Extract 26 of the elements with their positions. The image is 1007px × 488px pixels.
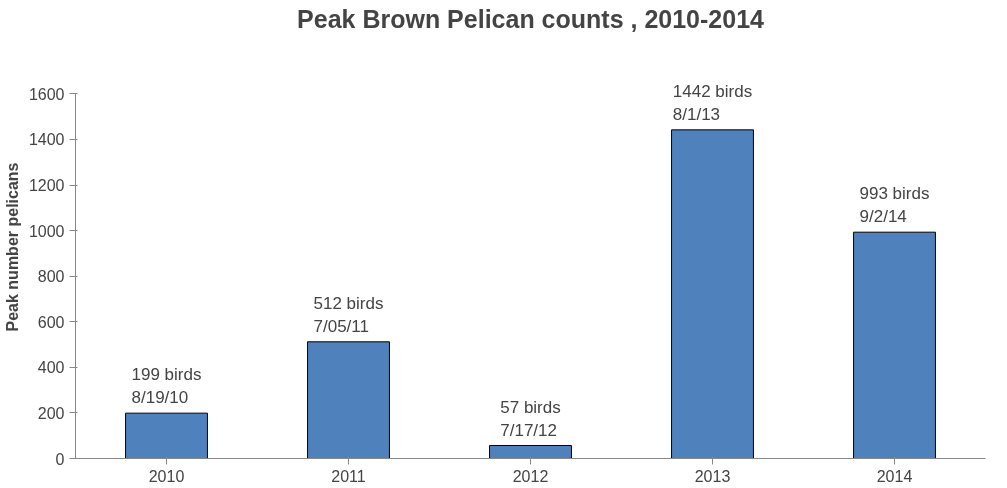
x-tick-label: 2013 [694,467,731,485]
y-tick-label: 800 [37,268,65,286]
data-label: 199 birds 8/19/10 [131,365,202,408]
bar [307,341,390,459]
bar [489,445,572,459]
y-tick-label: 600 [37,313,65,331]
y-tick-label: 200 [37,404,65,422]
y-axis-title: Peak number pelicans [3,162,21,332]
y-tick-label: 1200 [28,177,65,195]
y-tick-label: 1600 [28,85,65,103]
data-label: 512 birds 7/05/11 [313,294,384,336]
data-label: 57 birds 7/17/12 [500,397,561,440]
chart-title: Peak Brown Pelican counts , 2010-2014 [297,5,765,33]
x-tick-label: 2011 [331,467,366,485]
x-tick-label: 2014 [876,467,913,485]
y-tick-label: 400 [37,359,65,377]
y-tick-label: 1400 [28,131,65,149]
data-label: 993 birds 9/2/14 [859,184,930,227]
bar [853,231,936,459]
x-tick-label: 2010 [148,467,185,485]
y-tick-label: 1000 [28,222,65,240]
bar [125,412,208,459]
data-label: 1442 birds 8/1/13 [672,82,753,124]
x-tick-label: 2012 [512,467,549,485]
bar [671,129,754,459]
y-tick-label: 0 [55,450,65,468]
